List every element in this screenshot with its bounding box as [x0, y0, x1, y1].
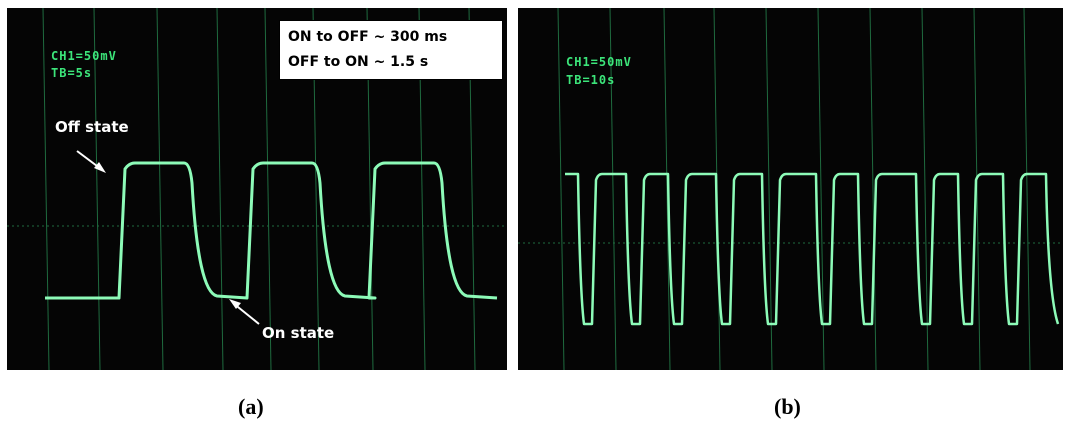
transition-info-box: ON to OFF ~ 300 ms OFF to ON ~ 1.5 s	[279, 20, 503, 80]
vertical-grid-line	[156, 8, 164, 370]
caption-a: (a)	[238, 394, 264, 419]
vertical-grid-line	[765, 8, 773, 370]
channel-label-b: CH1=50mV	[566, 55, 632, 69]
waveform-trace-a	[45, 161, 498, 300]
vertical-grid-line	[264, 8, 272, 370]
channel-label-a: CH1=50mV	[51, 49, 117, 63]
vertical-grid-line	[921, 8, 929, 370]
vertical-grid-line	[216, 8, 224, 370]
timebase-label-b: TB=10s	[566, 73, 616, 87]
off-state-arrow	[76, 150, 106, 173]
caption-b: (b)	[774, 394, 801, 419]
vertical-grid-line	[557, 8, 565, 370]
info-line-on-to-off: ON to OFF ~ 300 ms	[288, 29, 448, 45]
on-state-arrow	[229, 299, 260, 325]
waveform-trace-b	[565, 172, 1060, 326]
oscilloscope-screen-a: CH1=50mV TB=5s ON to OFF ~ 300 ms OFF to…	[7, 8, 507, 370]
vertical-grid-line	[42, 8, 50, 370]
vertical-grid-line	[869, 8, 877, 370]
timebase-label-a: TB=5s	[51, 66, 93, 80]
vertical-grid-line	[663, 8, 671, 370]
vertical-grid-line	[1023, 8, 1031, 370]
oscilloscope-graphic-b	[518, 8, 1063, 370]
vertical-grid-line	[93, 8, 101, 370]
vertical-grid-line	[817, 8, 825, 370]
oscilloscope-screen-b: CH1=50mV TB=10s	[518, 8, 1063, 370]
off-state-label: Off state	[55, 118, 129, 136]
on-state-label: On state	[262, 324, 335, 342]
info-line-off-to-on: OFF to ON ~ 1.5 s	[288, 54, 429, 70]
vertical-grid-line	[609, 8, 617, 370]
